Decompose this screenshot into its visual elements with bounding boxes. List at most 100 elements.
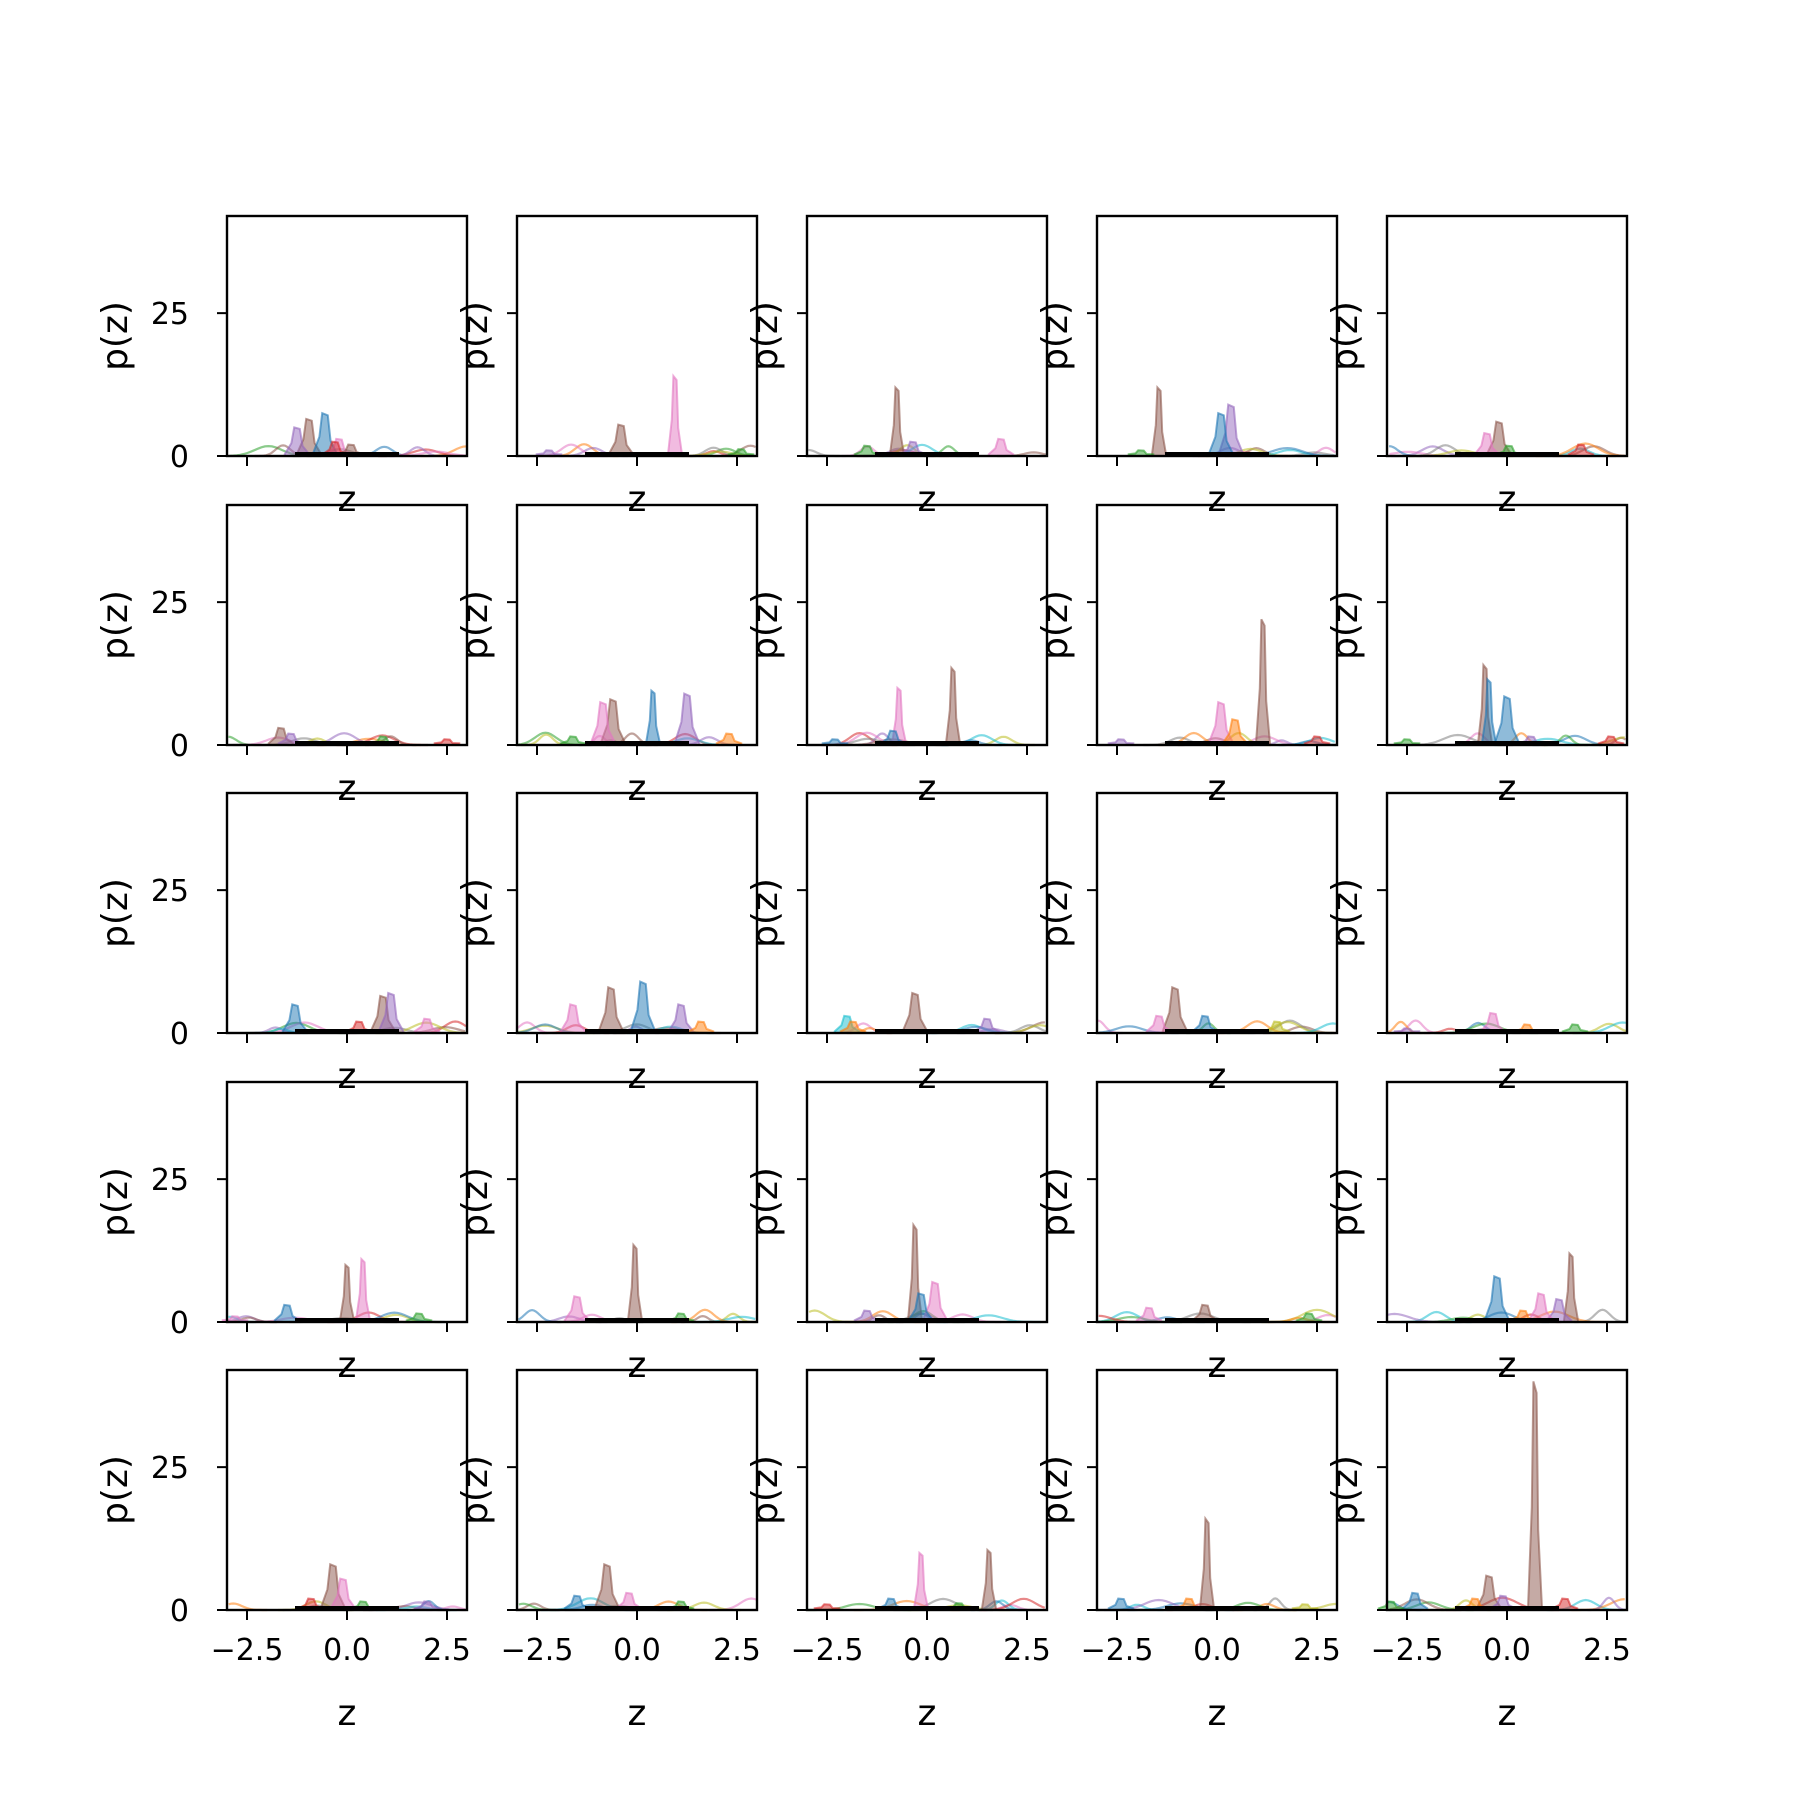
x-tick-label: −2.5: [1081, 1633, 1154, 1668]
x-axis-label: z: [1498, 1693, 1517, 1734]
x-axis-label: z: [628, 768, 647, 809]
axes-frame: [1095, 791, 1339, 1035]
peak-series: [667, 1003, 695, 1034]
x-tick-label: −2.5: [791, 1633, 864, 1668]
x-axis-label: z: [1498, 1345, 1517, 1386]
x-axis-label: z: [338, 768, 357, 809]
peak-series: [667, 373, 683, 457]
y-axis-label: p(z): [455, 878, 496, 948]
peak-series: [1563, 1250, 1579, 1323]
y-axis-label: p(z): [1325, 590, 1366, 660]
x-axis-label: z: [918, 768, 937, 809]
peak-series: [687, 1020, 715, 1034]
y-axis-label: p(z): [455, 590, 496, 660]
subplot-r5-c3: −2.5 0.0 2.5 z p(z): [745, 1368, 1051, 1734]
axes-frame: [1095, 1368, 1339, 1612]
y-tick-label: 0: [170, 729, 189, 764]
y-axis-label: p(z): [95, 878, 136, 948]
y-axis-label: p(z): [1035, 878, 1076, 948]
peak-series: [593, 1562, 621, 1611]
y-axis-label: p(z): [1325, 1167, 1366, 1237]
axes-frame: [225, 214, 469, 458]
peak-series: [673, 692, 701, 746]
x-axis-label: z: [1208, 1693, 1227, 1734]
x-axis-label: z: [1208, 1056, 1227, 1097]
subplot-r5-c5: −2.5 0.0 2.5 z p(z): [1325, 1368, 1631, 1734]
peak-series: [715, 732, 743, 746]
y-axis-label: p(z): [95, 301, 136, 371]
subplot-r1-c1: 0 25 z p(z): [95, 214, 469, 520]
subplot-r2-c4: z p(z): [1035, 503, 1339, 809]
subplot-r3-c4: z p(z): [1035, 791, 1339, 1097]
y-tick-label: 25: [151, 1451, 189, 1486]
y-tick-label: 0: [170, 1594, 189, 1629]
peak-series: [1255, 618, 1271, 746]
axes-frame: [805, 1368, 1049, 1612]
y-axis-label: p(z): [1325, 878, 1366, 948]
axes-frame: [805, 791, 1049, 1035]
peak-series: [1161, 985, 1189, 1034]
x-axis-label: z: [918, 1345, 937, 1386]
x-axis-label: z: [628, 1345, 647, 1386]
peak-series: [901, 991, 929, 1034]
subplot-r3-c5: z p(z): [1325, 791, 1629, 1097]
x-tick-label: −2.5: [501, 1633, 574, 1668]
peak-series: [355, 1256, 371, 1323]
y-tick-label: 0: [170, 440, 189, 475]
peak-series: [627, 1242, 643, 1323]
axes-frame: [225, 791, 469, 1035]
x-axis-label: z: [1498, 479, 1517, 520]
peak-series: [559, 1003, 587, 1034]
axes-frame: [225, 503, 469, 747]
peak-series: [597, 985, 625, 1034]
peak-series: [645, 688, 661, 746]
subplot-r3-c1: 0 25 z p(z): [95, 791, 469, 1097]
peak-series: [987, 437, 1015, 457]
y-axis-label: p(z): [455, 1167, 496, 1237]
subplot-r1-c5: z p(z): [1325, 214, 1629, 520]
subplot-r4-c5: z p(z): [1325, 1080, 1629, 1386]
x-tick-label: 0.0: [323, 1633, 371, 1668]
axes-frame: [515, 214, 759, 458]
x-axis-label: z: [628, 479, 647, 520]
x-axis-label: z: [338, 1345, 357, 1386]
x-tick-label: 0.0: [613, 1633, 661, 1668]
x-axis-label: z: [1208, 768, 1227, 809]
subplot-r4-c3: z p(z): [745, 1080, 1049, 1386]
subplot-r2-c2: z p(z): [455, 503, 759, 809]
peak-series: [981, 1547, 997, 1611]
y-tick-label: 25: [151, 1163, 189, 1198]
y-axis-label: p(z): [745, 301, 786, 371]
peak-series: [913, 1550, 929, 1611]
subplot-r1-c2: z p(z): [455, 214, 759, 520]
subplot-r3-c3: z p(z): [745, 791, 1049, 1097]
peak-series: [1493, 694, 1521, 746]
y-axis-label: p(z): [95, 1167, 136, 1237]
noise-series: [808, 1309, 856, 1324]
x-tick-label: 0.0: [903, 1633, 951, 1668]
y-tick-label: 25: [151, 297, 189, 332]
y-axis-label: p(z): [1325, 1455, 1366, 1525]
peak-series: [1527, 1381, 1543, 1611]
y-axis-label: p(z): [455, 301, 496, 371]
y-axis-label: p(z): [745, 878, 786, 948]
y-axis-label: p(z): [745, 590, 786, 660]
x-tick-label: −2.5: [1371, 1633, 1444, 1668]
axes-frame: [805, 1080, 1049, 1324]
peak-series: [1107, 1597, 1135, 1611]
axes-frame: [805, 503, 1049, 747]
axes-frame: [1385, 1080, 1629, 1324]
x-tick-label: 0.0: [1193, 1633, 1241, 1668]
subplot-r1-c4: z p(z): [1035, 214, 1339, 520]
subplot-r4-c2: z p(z): [455, 1080, 759, 1386]
peak-series: [559, 735, 587, 746]
subplot-r5-c2: −2.5 0.0 2.5 z p(z): [455, 1368, 761, 1734]
x-axis-label: z: [1208, 479, 1227, 520]
y-tick-label: 0: [170, 1306, 189, 1341]
peak-series: [1199, 1515, 1215, 1611]
x-tick-label: 0.0: [1483, 1633, 1531, 1668]
axes-frame: [1385, 791, 1629, 1035]
x-axis-label: z: [338, 1693, 357, 1734]
y-tick-label: 25: [151, 586, 189, 621]
